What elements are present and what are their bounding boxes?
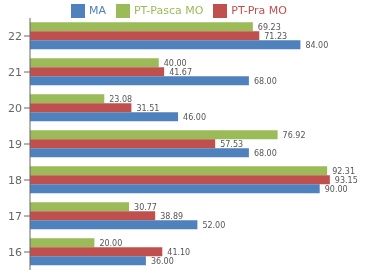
svg-text:57.53: 57.53 [220, 140, 243, 149]
svg-text:20.00: 20.00 [99, 239, 122, 248]
svg-text:92.31: 92.31 [332, 167, 355, 176]
svg-text:36.00: 36.00 [151, 257, 174, 266]
svg-text:52.00: 52.00 [202, 221, 225, 230]
svg-text:22: 22 [8, 30, 22, 43]
svg-text:90.00: 90.00 [325, 185, 348, 194]
svg-text:69.23: 69.23 [258, 23, 281, 32]
svg-text:41.10: 41.10 [167, 248, 190, 257]
svg-text:41.67: 41.67 [169, 68, 192, 77]
svg-text:40.00: 40.00 [164, 59, 187, 68]
svg-text:31.51: 31.51 [136, 104, 159, 113]
svg-text:20: 20 [8, 102, 22, 115]
svg-text:21: 21 [8, 66, 22, 79]
svg-text:93.15: 93.15 [335, 176, 358, 185]
svg-text:23.08: 23.08 [109, 95, 132, 104]
svg-text:68.00: 68.00 [254, 77, 277, 86]
svg-text:68.00: 68.00 [254, 149, 277, 158]
svg-text:84.00: 84.00 [305, 41, 328, 50]
html-text:MA: MA [89, 4, 106, 17]
svg-text:16: 16 [8, 246, 22, 259]
html-text:PT-Pra MO: PT-Pra MO [231, 4, 287, 17]
svg-text:38.89: 38.89 [160, 212, 183, 221]
svg-text:71.23: 71.23 [264, 32, 287, 41]
svg-text:17: 17 [8, 210, 22, 223]
svg-text:76.92: 76.92 [283, 131, 306, 140]
svg-text:18: 18 [8, 174, 22, 187]
svg-text:46.00: 46.00 [183, 113, 206, 122]
svg-text:19: 19 [8, 138, 22, 151]
html-text:PT-Pasca MO: PT-Pasca MO [134, 4, 204, 17]
svg-text:30.77: 30.77 [134, 203, 157, 212]
